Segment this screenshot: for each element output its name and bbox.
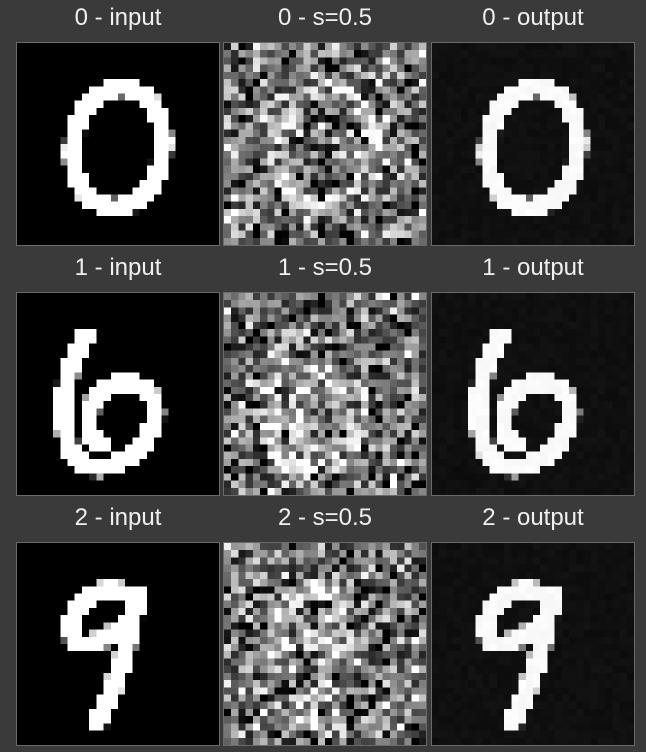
digit-image xyxy=(431,292,635,496)
panel-title: 1 - input xyxy=(74,254,162,281)
noisy-image xyxy=(223,42,427,246)
panel-title: 2 - input xyxy=(74,504,162,531)
noisy-image xyxy=(223,292,427,496)
panel-title: 0 - s=0.5 xyxy=(277,4,373,31)
panel-title: 0 - input xyxy=(74,4,162,31)
digit-image xyxy=(16,542,220,746)
panel-title: 1 - s=0.5 xyxy=(277,254,373,281)
digit-image xyxy=(16,292,220,496)
panel-title: 2 - s=0.5 xyxy=(277,504,373,531)
noisy-image xyxy=(223,542,427,746)
digit-image xyxy=(16,42,220,246)
panel-title: 0 - output xyxy=(482,4,584,31)
digit-image xyxy=(431,542,635,746)
digit-image xyxy=(431,42,635,246)
panel-title: 2 - output xyxy=(482,504,584,531)
panel-title: 1 - output xyxy=(482,254,584,281)
